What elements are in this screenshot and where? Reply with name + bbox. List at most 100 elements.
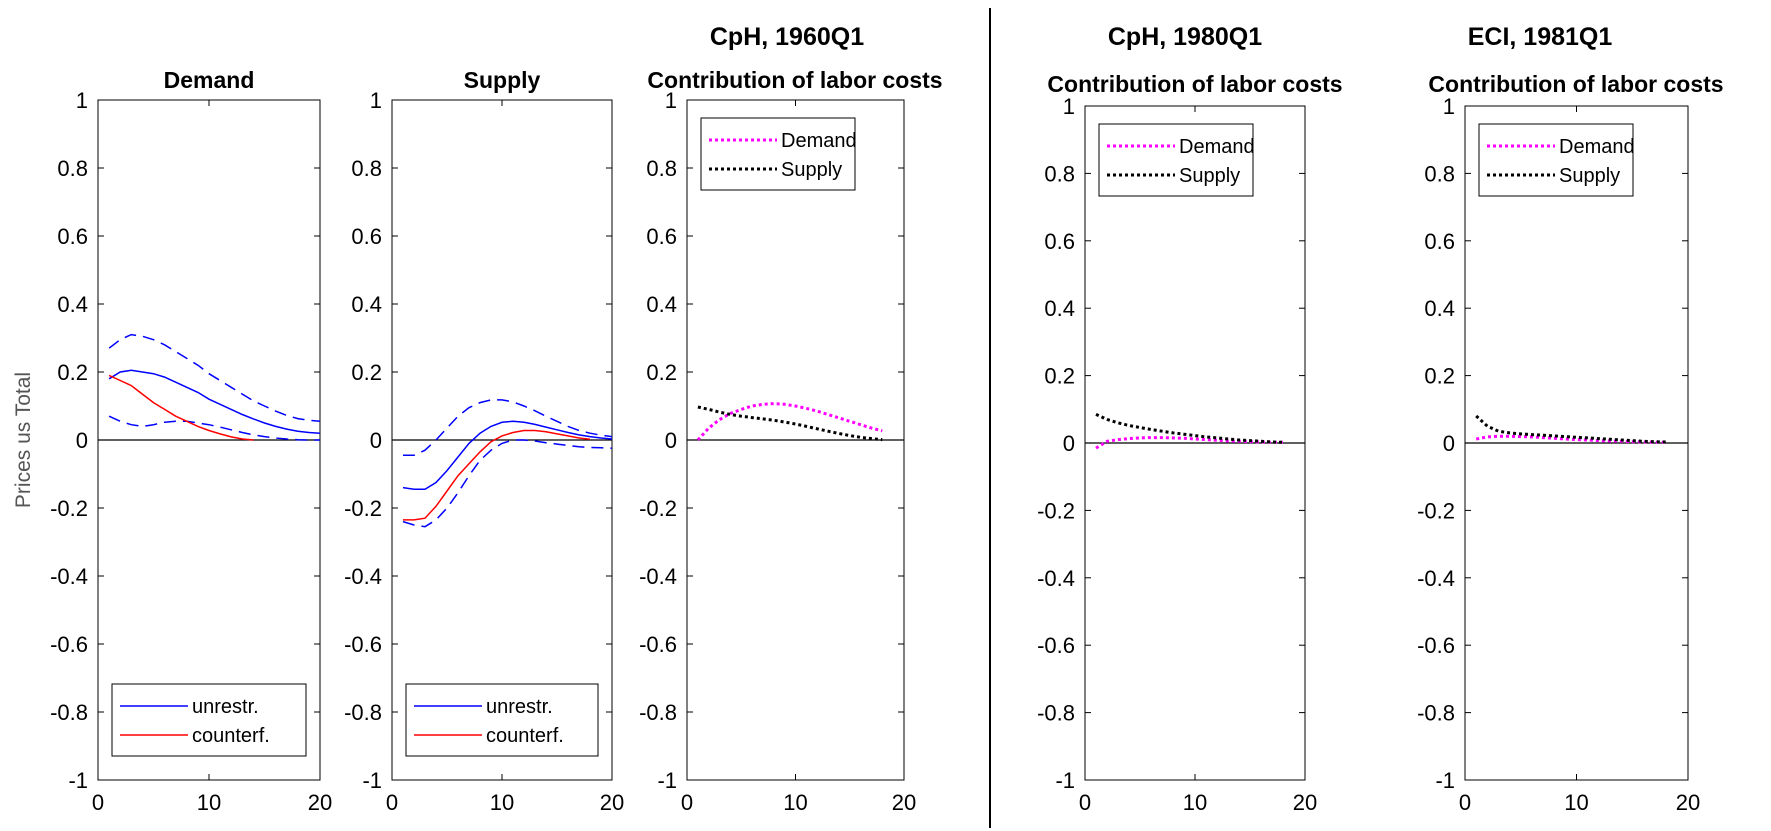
y-tick-label: -0.8 — [1037, 701, 1075, 726]
series-line-unrestr — [108, 369, 321, 434]
y-tick-label: -0.8 — [1417, 701, 1455, 726]
x-tick-label: 0 — [1079, 790, 1091, 815]
legend: Demand Supply — [1478, 123, 1635, 197]
series-line-supply — [1095, 413, 1284, 444]
series-line-demand — [696, 402, 883, 442]
x-tick-label: 10 — [1183, 790, 1207, 815]
y-tick-label: 0.2 — [646, 360, 677, 385]
series-line-supply — [697, 405, 883, 442]
legend: Demand Supply — [700, 117, 857, 191]
legend-box — [111, 683, 307, 757]
y-axis-label: Prices us Total — [12, 372, 35, 508]
y-tick-label: 0 — [1443, 431, 1455, 456]
x-tick-label: 20 — [1293, 790, 1317, 815]
x-tick-label: 0 — [386, 790, 398, 815]
legend-label: Supply — [1559, 165, 1620, 187]
y-tick-label: 0 — [665, 428, 677, 453]
y-tick-label: -1 — [362, 768, 382, 793]
legend-box — [1098, 123, 1254, 197]
y-tick-label: -0.8 — [639, 700, 677, 725]
y-tick-label: 0.4 — [1044, 296, 1075, 321]
y-tick-label: 1 — [1443, 94, 1455, 119]
y-tick-label: -0.6 — [1037, 633, 1075, 658]
y-tick-label: 0.6 — [1424, 229, 1455, 254]
y-tick-label: 0.6 — [57, 224, 88, 249]
y-tick-label: -0.2 — [1417, 498, 1455, 523]
legend: unrestr. counterf. — [111, 683, 307, 757]
y-tick-label: -0.8 — [344, 700, 382, 725]
x-tick-label: 20 — [892, 790, 916, 815]
legend-box — [405, 683, 599, 757]
y-tick-label: -0.4 — [639, 564, 677, 589]
y-tick-label: -0.2 — [1037, 498, 1075, 523]
x-tick-label: 10 — [490, 790, 514, 815]
legend-label: Supply — [781, 159, 842, 181]
series-line-band-1 — [403, 399, 613, 457]
y-tick-label: -0.2 — [639, 496, 677, 521]
y-tick-label: -0.4 — [1417, 566, 1455, 591]
y-tick-label: 0.2 — [57, 360, 88, 385]
y-tick-label: 0.4 — [351, 292, 382, 317]
panel-labor-1981: -1-0.8-0.6-0.4-0.200.20.40.60.810 10 20Con… — [1417, 71, 1724, 815]
legend-label: Demand — [1179, 136, 1255, 158]
legend: Demand Supply — [1098, 123, 1255, 197]
panel-title: Contribution of labor costs — [647, 67, 942, 93]
legend-label: counterf. — [486, 725, 564, 747]
x-tick-label: 0 — [1459, 790, 1471, 815]
panel-title: Contribution of labor costs — [1047, 71, 1342, 97]
group-title-g3: ECI, 1981Q1 — [1468, 23, 1613, 51]
series-line-supply — [1475, 414, 1666, 444]
y-tick-label: 1 — [370, 88, 382, 113]
y-tick-label: 1 — [76, 88, 88, 113]
y-tick-label: -0.6 — [50, 632, 88, 657]
series-line-band-2 — [108, 415, 320, 441]
legend-box — [1478, 123, 1634, 197]
y-tick-label: -0.4 — [1037, 566, 1075, 591]
series-line-counterf — [108, 374, 254, 441]
legend-label: unrestr. — [486, 696, 553, 718]
y-tick-label: -0.6 — [1417, 633, 1455, 658]
y-tick-label: -1 — [1055, 768, 1075, 793]
y-tick-label: -0.4 — [344, 564, 382, 589]
y-tick-label: -1 — [657, 768, 677, 793]
series-line-demand — [1475, 434, 1666, 444]
y-tick-label: 0 — [76, 428, 88, 453]
panel-labor-1960: -1-0.8-0.6-0.4-0.200.20.40.60.810 10 20Con… — [639, 67, 943, 815]
legend-label: counterf. — [192, 725, 270, 747]
y-tick-label: 0.8 — [351, 156, 382, 181]
y-tick-label: 0 — [1063, 431, 1075, 456]
y-tick-label: -0.6 — [344, 632, 382, 657]
y-tick-label: 1 — [665, 88, 677, 113]
y-tick-label: -0.2 — [344, 496, 382, 521]
x-tick-label: 20 — [1676, 790, 1700, 815]
y-tick-label: 1 — [1063, 94, 1075, 119]
series-line-band-2 — [402, 439, 613, 528]
y-tick-label: 0.4 — [57, 292, 88, 317]
panel-labor-1980: -1-0.8-0.6-0.4-0.200.20.40.60.810 10 20Con… — [1037, 71, 1343, 815]
y-tick-label: 0.4 — [646, 292, 677, 317]
series-line-band-1 — [108, 333, 321, 423]
series-line-unrestr — [402, 420, 613, 491]
y-tick-label: 0.8 — [1424, 161, 1455, 186]
group-title-g1: CpH, 1960Q1 — [710, 23, 864, 51]
legend-box — [700, 117, 856, 191]
legend-label: unrestr. — [192, 696, 259, 718]
y-tick-label: 0.8 — [1044, 161, 1075, 186]
y-tick-label: -0.4 — [50, 564, 88, 589]
y-tick-label: 0.2 — [1424, 364, 1455, 389]
panel-supply: -1-0.8-0.6-0.4-0.200.20.40.60.810 10 20Sup… — [344, 67, 624, 815]
y-tick-label: 0.6 — [351, 224, 382, 249]
panel-title: Supply — [464, 67, 541, 93]
x-tick-label: 0 — [92, 790, 104, 815]
panel-demand: -1-0.8-0.6-0.4-0.200.20.40.60.810 10 20Dem… — [50, 67, 332, 815]
y-tick-label: 0.6 — [1044, 229, 1075, 254]
series-line-counterf — [403, 429, 591, 521]
y-tick-label: -0.6 — [639, 632, 677, 657]
y-tick-label: -0.2 — [50, 496, 88, 521]
y-tick-label: -1 — [68, 768, 88, 793]
x-tick-label: 20 — [600, 790, 624, 815]
y-tick-label: 0.8 — [646, 156, 677, 181]
y-tick-label: -0.8 — [50, 700, 88, 725]
x-tick-label: 0 — [681, 790, 693, 815]
y-tick-label: 0.2 — [351, 360, 382, 385]
